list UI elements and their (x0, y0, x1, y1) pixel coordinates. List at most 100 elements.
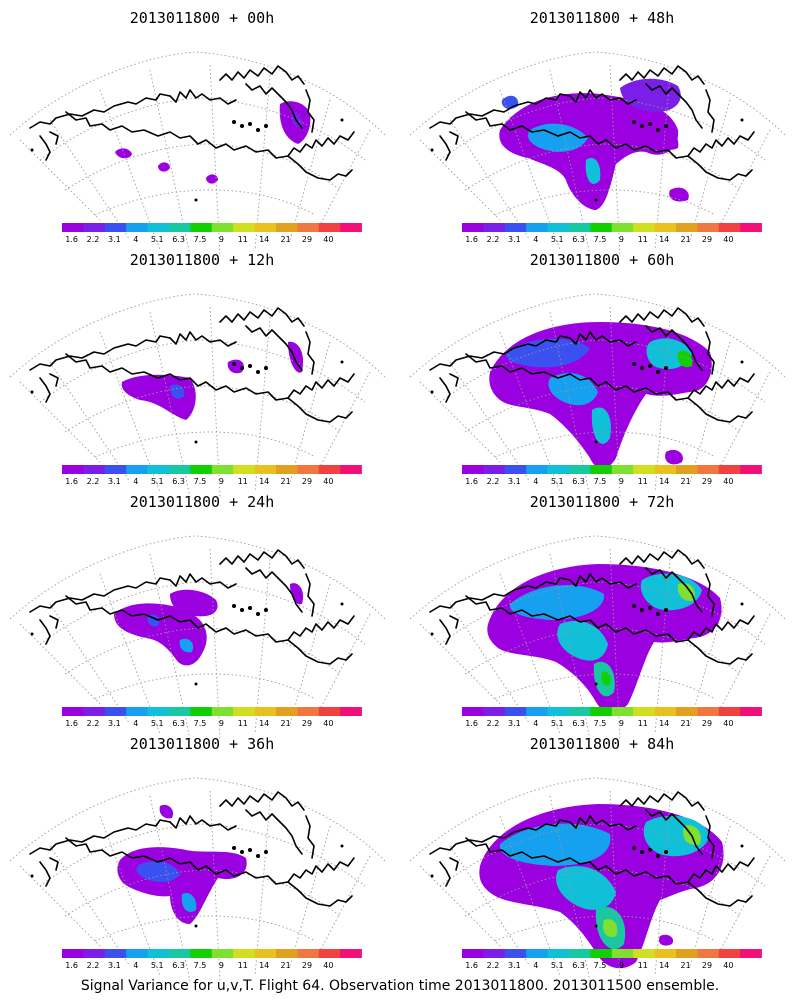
colorbar-label: 29 (302, 477, 312, 486)
colorbar-label: 7.5 (194, 235, 207, 244)
colorbar-label: 1.6 (465, 477, 478, 486)
colorbar-label: 29 (702, 719, 712, 728)
colorbar-label: 4 (533, 235, 538, 244)
colorbar-label: 11 (238, 477, 248, 486)
colorbar-swatch (211, 465, 234, 474)
variance-field (659, 129, 679, 150)
colorbar-swatch (318, 465, 341, 474)
variance-field (117, 847, 247, 924)
colorbar-label: 2.2 (487, 961, 500, 970)
colorbar-swatch (654, 707, 677, 716)
colorbar: 1.6 2.2 3.1 4 5.1 6.3 7.5 9 11 14 21 29 40 (62, 707, 362, 728)
polar-map (9, 777, 386, 982)
colorbar-swatch (633, 707, 655, 716)
colorbar-swatch (504, 949, 527, 958)
colorbar-label: 11 (638, 235, 648, 244)
colorbar-label: 6.3 (572, 235, 585, 244)
map-panel: 2013011800 + 48h 1.6 2.2 3.1 4 5.1 6.3 7.5 9 11 14… (409, 9, 786, 256)
colorbar-label: 29 (702, 961, 712, 970)
panel-title: 2013011800 + 48h (530, 9, 675, 27)
colorbar-swatch (504, 465, 527, 474)
colorbar-swatch (126, 949, 148, 958)
colorbar-label: 9 (619, 719, 624, 728)
colorbar-swatch (211, 707, 234, 716)
colorbar-swatch (697, 465, 720, 474)
colorbar-swatch (62, 223, 84, 232)
colorbar-label: 6.3 (572, 719, 585, 728)
variance-field (288, 341, 304, 373)
figure-caption: Signal Variance for u,v,T. Flight 64. Ob… (81, 978, 719, 994)
panel-title: 2013011800 + 36h (130, 735, 275, 753)
colorbar-label: 5.1 (151, 477, 164, 486)
colorbar-label: 6.3 (172, 235, 185, 244)
variance-field (677, 582, 695, 602)
colorbar-label: 1.6 (465, 961, 478, 970)
colorbar-label: 5.1 (551, 719, 564, 728)
colorbar-label: 3.1 (508, 477, 521, 486)
colorbar-swatch (297, 223, 320, 232)
colorbar-label: 1.6 (465, 719, 478, 728)
variance-field (136, 861, 180, 883)
colorbar-label: 9 (219, 719, 224, 728)
colorbar-label: 21 (281, 477, 291, 486)
colorbar: 1.6 2.2 3.1 4 5.1 6.3 7.5 9 11 14 21 29 40 (62, 223, 362, 244)
colorbar-label: 3.1 (508, 235, 521, 244)
colorbar-label: 5.1 (151, 719, 164, 728)
colorbar-label: 29 (302, 235, 312, 244)
colorbar-label: 40 (723, 235, 733, 244)
colorbar-swatch (126, 707, 148, 716)
colorbar-swatch (233, 465, 255, 474)
colorbar-label: 4 (133, 961, 138, 970)
colorbar-swatch (718, 949, 741, 958)
polar-map (9, 535, 386, 740)
colorbar-swatch (697, 223, 720, 232)
colorbar-swatch (526, 223, 548, 232)
colorbar-label: 6.3 (572, 961, 585, 970)
colorbar-swatch (654, 465, 677, 474)
colorbar-label: 2.2 (487, 235, 500, 244)
colorbar-swatch (254, 465, 277, 474)
colorbar-swatch (504, 223, 527, 232)
colorbar-swatch (483, 465, 506, 474)
variance-field (585, 158, 601, 184)
colorbar-label: 5.1 (151, 235, 164, 244)
colorbar-swatch (569, 465, 591, 474)
colorbar-label: 11 (238, 961, 248, 970)
colorbar-label: 2.2 (87, 477, 100, 486)
colorbar-label: 7.5 (194, 719, 207, 728)
colorbar-swatch (504, 707, 527, 716)
colorbar-label: 40 (323, 477, 333, 486)
colorbar-swatch (297, 949, 320, 958)
colorbar-swatch (547, 707, 570, 716)
colorbar-swatch (676, 949, 698, 958)
colorbar-swatch (169, 707, 191, 716)
colorbar-label: 21 (281, 961, 291, 970)
variance-field (509, 585, 605, 620)
variance-field (669, 187, 689, 202)
colorbar-swatch (611, 223, 634, 232)
colorbar-swatch (654, 223, 677, 232)
colorbar-swatch (169, 223, 191, 232)
colorbar-swatch (340, 223, 362, 232)
colorbar-swatch (62, 465, 84, 474)
colorbar-swatch (211, 949, 234, 958)
colorbar-swatch (740, 465, 762, 474)
colorbar-label: 21 (681, 477, 691, 486)
colorbar-label: 6.3 (172, 961, 185, 970)
colorbar-label: 5.1 (551, 477, 564, 486)
colorbar-swatch (297, 465, 320, 474)
colorbar-swatch (104, 465, 127, 474)
colorbar-swatch (569, 949, 591, 958)
colorbar-label: 9 (219, 961, 224, 970)
colorbar-label: 6.3 (172, 477, 185, 486)
colorbar-label: 7.5 (594, 719, 607, 728)
colorbar-swatch (718, 707, 741, 716)
variance-field (677, 350, 693, 368)
variance-field (206, 174, 218, 184)
polar-map (409, 535, 786, 740)
panel-title: 2013011800 + 24h (130, 493, 275, 511)
map-panel: 2013011800 + 00h 1.6 2.2 3.1 4 5.1 6.3 7.5 9 11 14… (9, 9, 386, 256)
colorbar-swatch (318, 949, 341, 958)
panel-title: 2013011800 + 12h (130, 251, 275, 269)
colorbar-swatch (483, 223, 506, 232)
